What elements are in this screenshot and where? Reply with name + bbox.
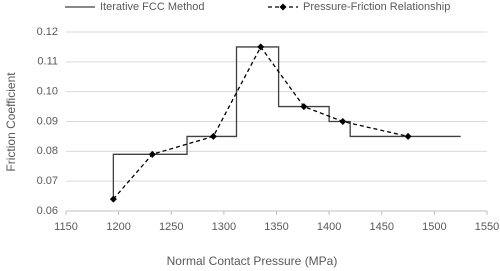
y-tick-label: 0.06: [37, 205, 58, 217]
x-tick-label: 1350: [264, 221, 288, 233]
x-tick-label: 1150: [54, 221, 78, 233]
y-tick-label: 0.09: [37, 115, 58, 127]
marker: [148, 150, 156, 158]
x-axis-label: Normal Contact Pressure (MPa): [167, 254, 338, 268]
series-line: [112, 45, 409, 200]
x-tick-label: 1200: [106, 221, 130, 233]
x-tick-label: 1450: [370, 221, 394, 233]
marker: [109, 195, 117, 203]
legend-label: Pressure-Friction Relationship: [303, 1, 450, 13]
marker: [339, 118, 347, 125]
y-axis-label: Friction Coefficient: [4, 72, 18, 172]
y-tick-label: 0.07: [37, 175, 58, 187]
y-tick-label: 0.12: [37, 26, 58, 38]
x-tick-label: 1400: [317, 221, 341, 233]
y-tick-label: 0.11: [37, 56, 58, 68]
marker: [404, 132, 412, 140]
x-tick-label: 1300: [212, 221, 236, 233]
x-tick-label: 1550: [475, 221, 499, 233]
marker: [300, 103, 308, 111]
y-tick-label: 0.08: [37, 145, 58, 157]
y-tick-label: 0.10: [37, 86, 58, 98]
series-line: [112, 46, 461, 200]
marker: [209, 132, 217, 140]
x-tick-label: 1250: [159, 221, 183, 233]
legend-marker: [279, 3, 287, 11]
x-tick-label: 1500: [422, 221, 446, 233]
marker: [257, 43, 265, 51]
legend-label: Iterative FCC Method: [100, 1, 205, 13]
